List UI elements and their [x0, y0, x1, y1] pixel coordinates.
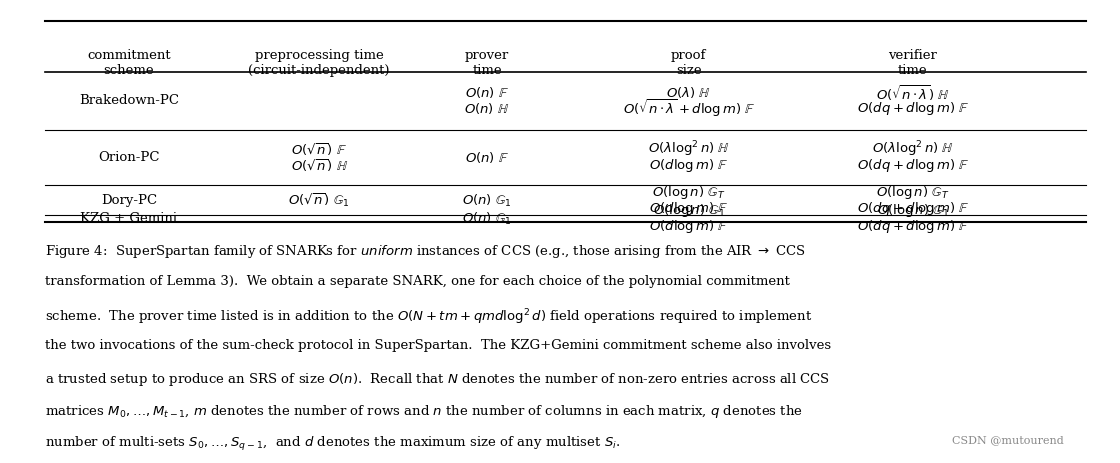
Text: $O(\lambda \log^2 n)$ $\mathbb{H}$: $O(\lambda \log^2 n)$ $\mathbb{H}$ [647, 140, 730, 159]
Text: $O(d\log m)$ $\mathbb{F}$: $O(d\log m)$ $\mathbb{F}$ [650, 218, 728, 235]
Text: $O(d\log m)$ $\mathbb{F}$: $O(d\log m)$ $\mathbb{F}$ [650, 200, 728, 217]
Text: Figure 4:  SuperSpartan family of SNARKs for $\it{uniform}$ instances of CCS (e.: Figure 4: SuperSpartan family of SNARKs … [45, 243, 805, 260]
Text: scheme.  The prover time listed is in addition to the $O(N + tm + qmd\log^2 d)$ : scheme. The prover time listed is in add… [45, 307, 812, 326]
Text: $O(n)$ $\mathbb{G}_1$: $O(n)$ $\mathbb{G}_1$ [463, 193, 512, 208]
Text: preprocessing time
(circuit-independent): preprocessing time (circuit-independent) [249, 49, 390, 76]
Text: Orion-PC: Orion-PC [99, 151, 159, 164]
Text: $O(d\log m)$ $\mathbb{F}$: $O(d\log m)$ $\mathbb{F}$ [650, 156, 728, 174]
Text: $O(\sqrt{n})$ $\mathbb{G}_1$: $O(\sqrt{n})$ $\mathbb{G}_1$ [289, 192, 349, 209]
Text: Dory-PC: Dory-PC [101, 194, 157, 207]
Text: $O(dq + d\log m)$ $\mathbb{F}$: $O(dq + d\log m)$ $\mathbb{F}$ [857, 100, 969, 117]
Text: $O(n)$ $\mathbb{F}$: $O(n)$ $\mathbb{F}$ [465, 85, 510, 100]
Text: number of multi-sets $S_0,\ldots,S_{q-1}$,  and $d$ denotes the maximum size of : number of multi-sets $S_0,\ldots,S_{q-1}… [45, 435, 620, 453]
Text: $O(\sqrt{n \cdot \lambda} + d\log m)$ $\mathbb{F}$: $O(\sqrt{n \cdot \lambda} + d\log m)$ $\… [623, 97, 755, 119]
Text: prover
time: prover time [465, 49, 510, 76]
Text: $O(\log n)$ $\mathbb{G}_T$: $O(\log n)$ $\mathbb{G}_T$ [652, 184, 726, 201]
Text: $O(\lambda)$ $\mathbb{H}$: $O(\lambda)$ $\mathbb{H}$ [666, 85, 711, 100]
Text: verifier
time: verifier time [888, 49, 937, 76]
Text: transformation of Lemma 3).  We obtain a separate SNARK, one for each choice of : transformation of Lemma 3). We obtain a … [45, 275, 790, 288]
Text: CSDN @mutourend: CSDN @mutourend [952, 435, 1064, 445]
Text: $O(\sqrt{n})$ $\mathbb{H}$: $O(\sqrt{n})$ $\mathbb{H}$ [290, 157, 348, 174]
Text: matrices $M_0,\ldots,M_{t-1}$, $m$ denotes the number of rows and $n$ the number: matrices $M_0,\ldots,M_{t-1}$, $m$ denot… [45, 403, 803, 420]
Text: commitment
scheme: commitment scheme [87, 49, 170, 76]
Text: $O(n)$ $\mathbb{G}_1$: $O(n)$ $\mathbb{G}_1$ [463, 211, 512, 226]
Text: $O(dq + d\log m)$ $\mathbb{F}$: $O(dq + d\log m)$ $\mathbb{F}$ [857, 218, 969, 235]
Text: $O(n)$ $\mathbb{H}$: $O(n)$ $\mathbb{H}$ [465, 101, 510, 116]
Text: a trusted setup to produce an SRS of size $O(n)$.  Recall that $N$ denotes the n: a trusted setup to produce an SRS of siz… [45, 371, 830, 388]
Text: $O(dq + d\log m)$ $\mathbb{F}$: $O(dq + d\log m)$ $\mathbb{F}$ [857, 156, 969, 174]
Text: KZG + Gemini: KZG + Gemini [81, 212, 177, 225]
Text: $O(\sqrt{n \cdot \lambda})$ $\mathbb{H}$: $O(\sqrt{n \cdot \lambda})$ $\mathbb{H}$ [876, 83, 950, 103]
Text: proof
size: proof size [671, 49, 707, 76]
Text: Brakedown-PC: Brakedown-PC [78, 94, 179, 107]
Text: the two invocations of the sum-check protocol in SuperSpartan.  The KZG+Gemini c: the two invocations of the sum-check pro… [45, 339, 831, 352]
Text: $O(\sqrt{n})$ $\mathbb{F}$: $O(\sqrt{n})$ $\mathbb{F}$ [291, 141, 347, 158]
Text: $O(n)$ $\mathbb{F}$: $O(n)$ $\mathbb{F}$ [465, 150, 510, 165]
Text: $O(dq + d\log m)$ $\mathbb{F}$: $O(dq + d\log m)$ $\mathbb{F}$ [857, 200, 969, 217]
Text: $O(\lambda \log^2 n)$ $\mathbb{H}$: $O(\lambda \log^2 n)$ $\mathbb{H}$ [871, 140, 954, 159]
Text: $O(\log n)$ $\mathbb{G}_T$: $O(\log n)$ $\mathbb{G}_T$ [876, 184, 950, 201]
Text: $O(\log n)$ $\mathbb{G}_1$: $O(\log n)$ $\mathbb{G}_1$ [653, 202, 725, 219]
Text: $O(\log n)$ $\mathbb{G}_1$: $O(\log n)$ $\mathbb{G}_1$ [877, 202, 949, 219]
